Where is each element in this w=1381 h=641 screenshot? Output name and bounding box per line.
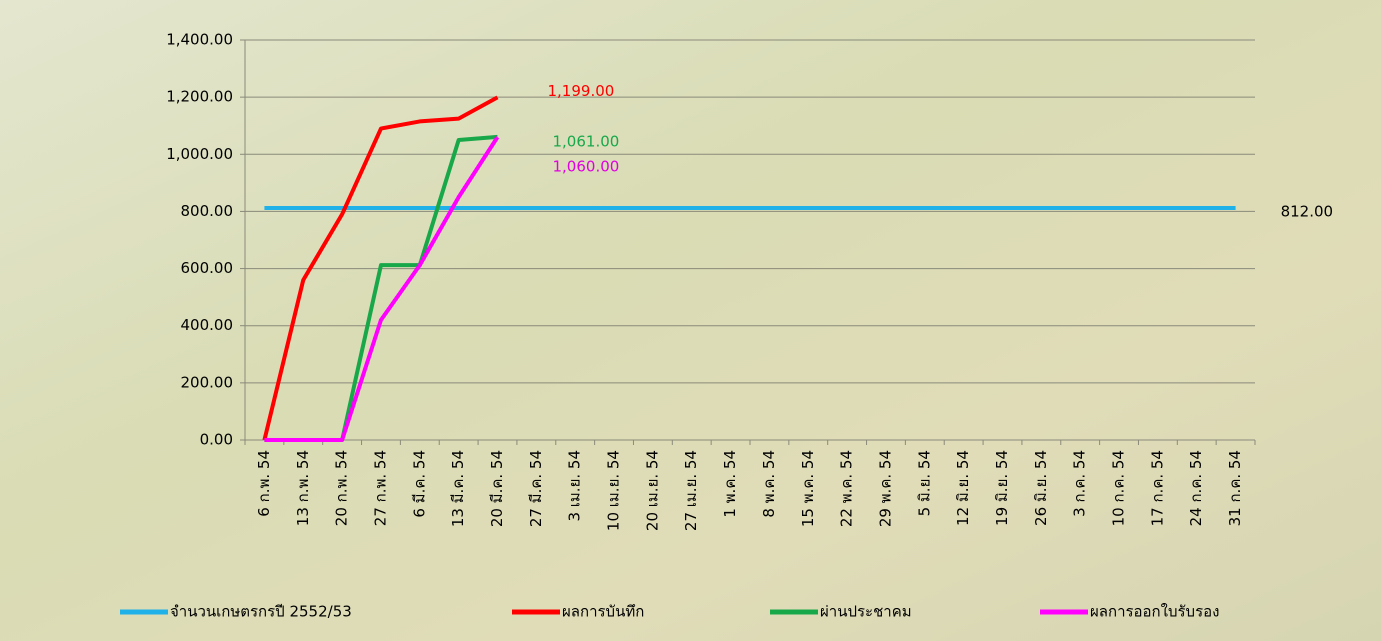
x-tick-label: 27 ก.พ. 54 xyxy=(371,450,389,526)
x-tick-label: 13 มี.ค. 54 xyxy=(449,450,467,527)
legend-label: ผ่านประชาคม xyxy=(820,603,912,621)
x-tick-label: 8 พ.ค. 54 xyxy=(760,450,778,518)
y-tick-label: 1,200.00 xyxy=(166,88,233,106)
x-tick-label: 29 พ.ค. 54 xyxy=(876,450,894,527)
x-tick-label: 26 มิ.ย. 54 xyxy=(1032,450,1050,526)
y-tick-label: 1,000.00 xyxy=(166,145,233,163)
x-tick-label: 20 มี.ค. 54 xyxy=(488,450,506,527)
x-tick-label: 10 ก.ค. 54 xyxy=(1110,450,1128,526)
y-tick-label: 200.00 xyxy=(181,373,234,391)
x-tick-label: 20 ก.พ. 54 xyxy=(333,450,351,526)
data-label: 1,060.00 xyxy=(553,158,620,176)
y-tick-label: 0.00 xyxy=(200,431,233,449)
x-tick-label: 19 มิ.ย. 54 xyxy=(993,450,1011,526)
chart: 0.00 200.00 400.00 600.00 800.00 1,000.00 1,20… xyxy=(0,0,1381,641)
x-tick-label: 20 เม.ย. 54 xyxy=(643,450,661,531)
data-label: 1,199.00 xyxy=(548,82,615,100)
x-tick-label: 3 ก.ค. 54 xyxy=(1071,450,1089,517)
y-tick-label: 600.00 xyxy=(181,259,234,277)
y-tick-label: 800.00 xyxy=(181,202,234,220)
x-tick-label: 27 เม.ย. 54 xyxy=(682,450,700,531)
data-label: 1,061.00 xyxy=(553,132,620,150)
legend-label: ผลการบันทึก xyxy=(562,603,644,621)
x-tick-label: 6 มี.ค. 54 xyxy=(410,450,428,518)
legend-label: จำนวนเกษตรกรปี 2552/53 xyxy=(170,603,352,621)
x-tick-label: 24 ก.ค. 54 xyxy=(1187,450,1205,526)
x-tick-label: 17 ก.ค. 54 xyxy=(1148,450,1166,526)
x-tick-label: 22 พ.ค. 54 xyxy=(838,450,856,527)
x-tick-label: 5 มิ.ย. 54 xyxy=(915,450,933,516)
x-tick-label: 3 เม.ย. 54 xyxy=(566,450,584,522)
x-tick-label: 13 ก.พ. 54 xyxy=(294,450,312,526)
x-tick-label: 10 เม.ย. 54 xyxy=(605,450,623,531)
x-tick-label: 6 ก.พ. 54 xyxy=(255,450,273,517)
x-tick-label: 15 พ.ค. 54 xyxy=(799,450,817,527)
x-tick-label: 12 มิ.ย. 54 xyxy=(954,450,972,526)
y-tick-label: 1,400.00 xyxy=(166,31,233,49)
x-tick-label: 27 มี.ค. 54 xyxy=(527,450,545,527)
x-tick-label: 31 ก.ค. 54 xyxy=(1226,450,1244,526)
data-label: 812.00 xyxy=(1281,203,1334,221)
x-tick-label: 1 พ.ค. 54 xyxy=(721,450,739,518)
y-tick-label: 400.00 xyxy=(181,316,234,334)
legend-label: ผลการออกใบรับรอง xyxy=(1090,603,1219,621)
